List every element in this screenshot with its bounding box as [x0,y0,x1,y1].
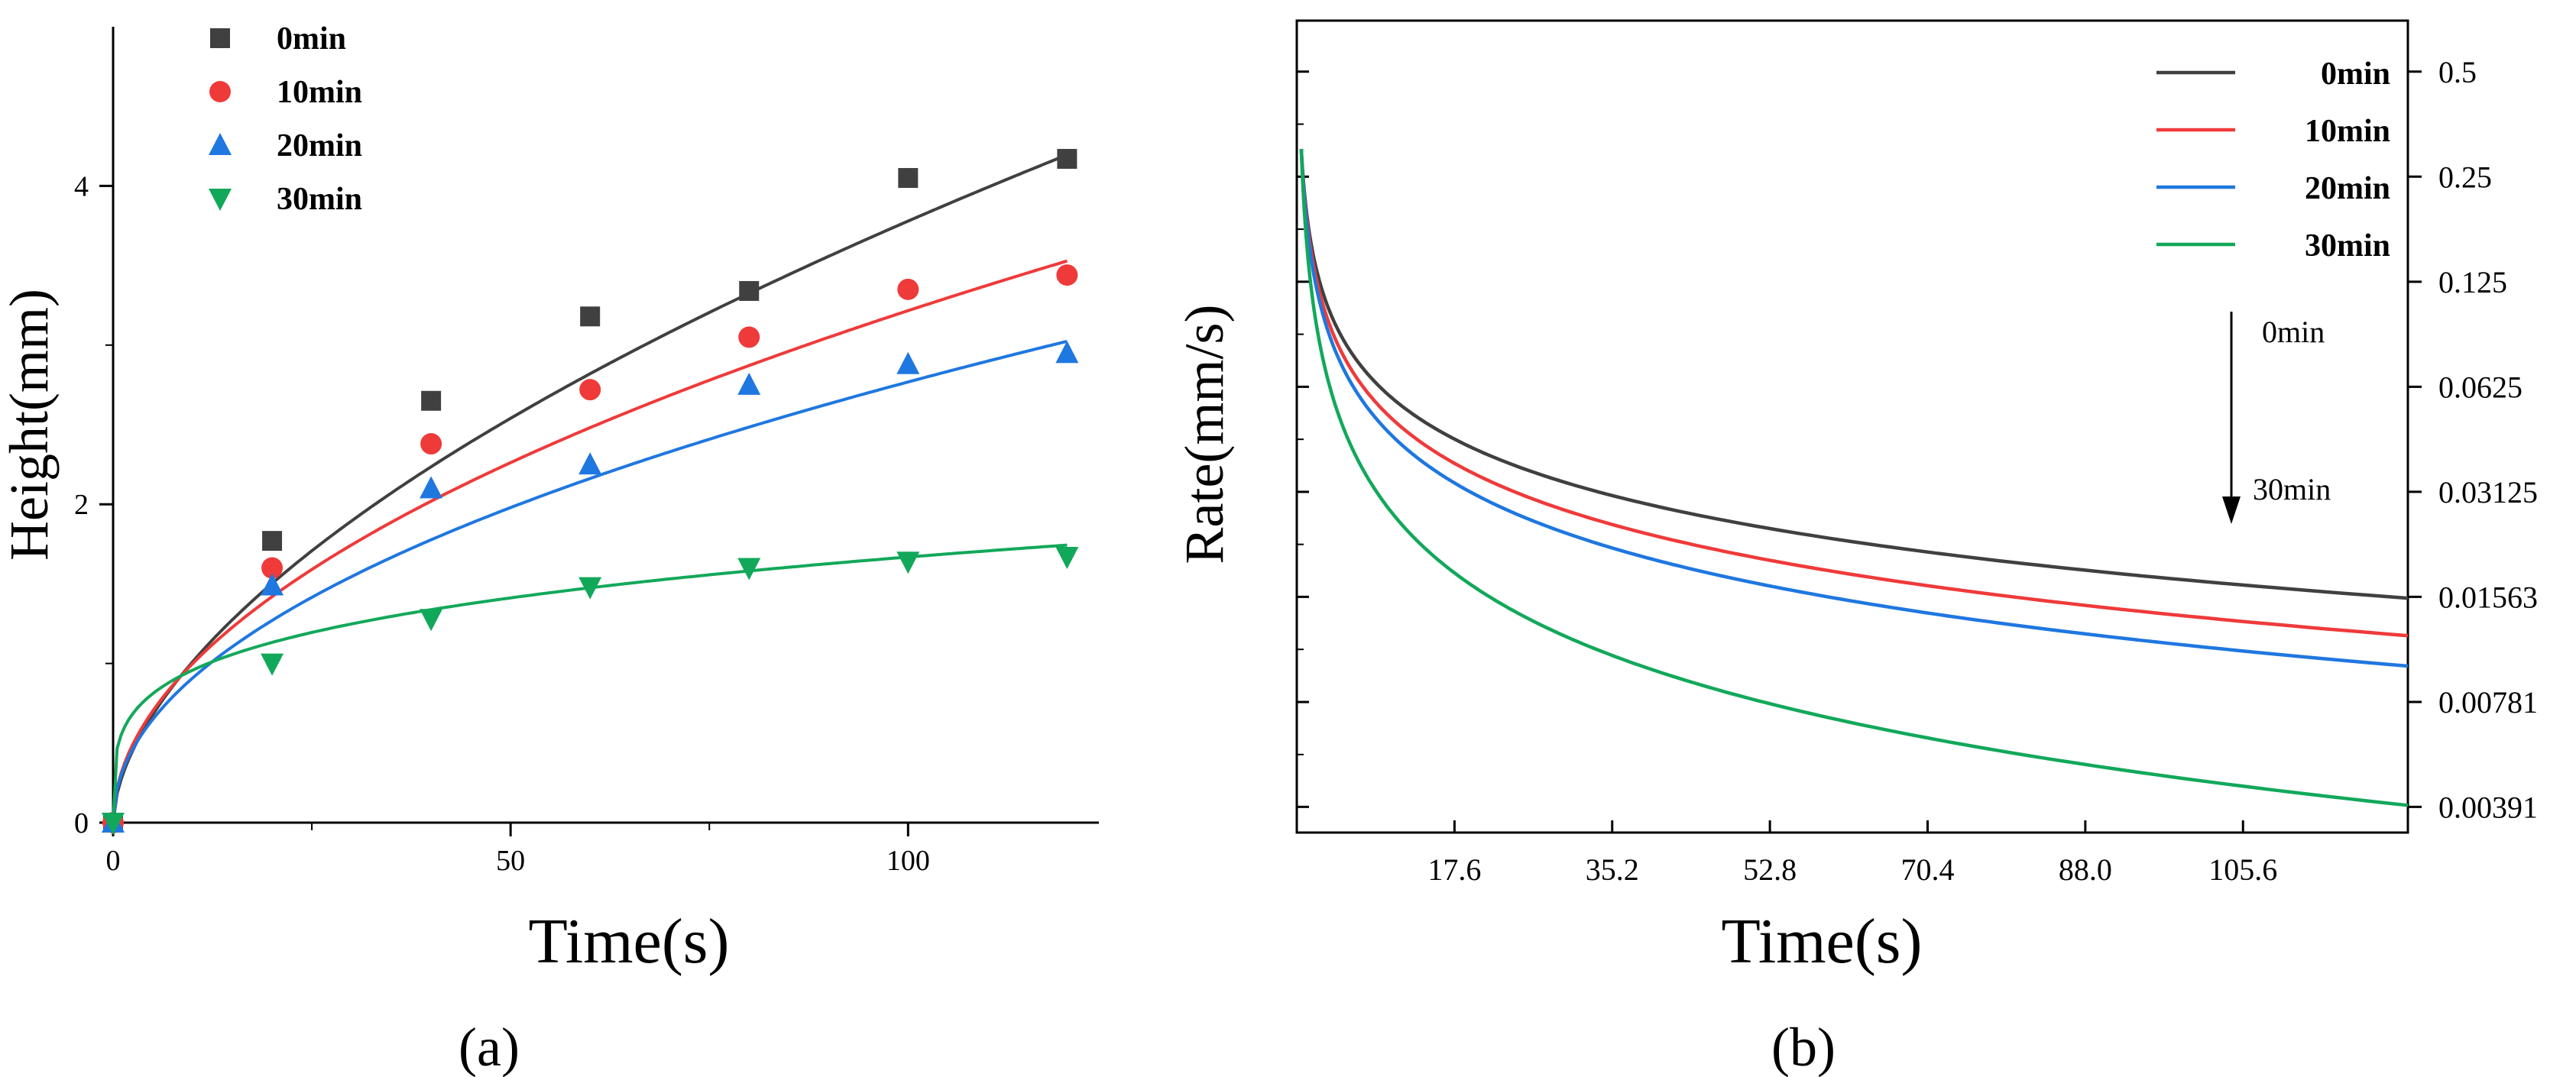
x-tick-label: 100 [886,845,930,877]
y-axis-label: Height(mm) [0,289,60,561]
data-point [737,372,761,395]
data-point [420,609,443,632]
data-point [580,306,601,327]
x-tick-label: 17.6 [1427,852,1481,887]
trend-label-end: 30min [2253,472,2331,506]
y-axis-label: Rate(mm/s) [1174,305,1235,564]
legend-label-30min: 30min [277,182,362,217]
y-tick-label: 0 [74,807,89,839]
data-point [262,531,283,551]
panel-label-a: (a) [458,1017,520,1077]
data-point [1056,264,1078,286]
rate-curve-30min [1299,149,2409,807]
y-tick-label-right: 0.00391 [2438,790,2538,824]
legend-label-20min: 20min [2305,171,2390,206]
legend-label-0min: 0min [2321,57,2390,92]
data-point [897,278,919,300]
data-point [738,326,760,348]
fit-line-20min [112,339,1068,823]
y-tick-label-right: 0.25 [2438,160,2492,194]
legend-marker-10min [209,81,231,102]
x-tick-label: 35.2 [1586,852,1639,887]
rate-curve-20min [1299,149,2409,668]
data-point [261,557,284,579]
series-0min [103,148,1077,833]
data-point [896,551,920,574]
data-point [578,577,602,600]
data-point [421,390,442,411]
x-tick-label: 105.6 [2208,852,2277,887]
trend-label-start: 0min [2262,315,2325,349]
x-tick-label: 50 [496,845,525,877]
y-tick-label-right: 0.03125 [2438,475,2538,509]
y-tick-label-right: 0.01563 [2438,580,2538,614]
series-10min [102,259,1078,833]
x-axis-label: Time(s) [1722,906,1923,977]
fit-line-10min [112,259,1068,823]
data-point [261,653,284,676]
y-tick-label-right: 0.5 [2438,55,2477,89]
data-point [578,452,602,475]
data-point [579,379,601,401]
x-tick-label: 0 [106,845,121,877]
legend-marker-0min [210,28,230,48]
y-tick-label-right: 0.00781 [2438,685,2538,720]
rate-curve-10min [1299,148,2409,638]
series-30min [102,543,1079,835]
rate-curve-0min [1299,148,2409,600]
fit-line-0min [112,153,1068,823]
data-point [420,476,443,499]
legend-label-20min: 20min [277,128,362,163]
legend-label-10min: 10min [277,75,362,110]
legend-label-0min: 0min [277,21,346,57]
y-tick-label: 0 [74,807,89,839]
y-tick-label-right: 0.125 [2438,265,2507,299]
x-tick-label: 88.0 [2059,852,2112,887]
y-tick-label: 4 [74,170,89,202]
legend-marker-30min [209,189,232,211]
data-point [739,280,760,301]
data-point [1057,148,1077,169]
legend-label-30min: 30min [2305,228,2390,264]
x-axis-label: Time(s) [529,906,730,977]
data-point [261,573,284,596]
legend-label-10min: 10min [2305,114,2390,149]
y-tick-label: 2 [74,489,89,521]
legend-marker-20min [209,133,232,155]
panel-label-b: (b) [1771,1017,1836,1077]
trend-arrow-head [2222,496,2241,524]
data-point [896,351,920,374]
data-point [420,433,442,455]
data-point [102,813,125,835]
series-20min [102,339,1079,833]
y-tick-label-right: 0.0625 [2438,370,2523,404]
data-point [1055,546,1079,569]
data-point [898,167,919,188]
panel-a: 0 50 1000024Time(s)Height(mm)0min10min20mi… [0,21,1099,1077]
x-tick-label: 70.4 [1900,852,1954,887]
plot-frame [1295,19,2409,834]
data-point [737,558,761,581]
x-tick-label: 52.8 [1743,852,1797,887]
panel-b: 17.6 35.2 52.8 70.4 88.0 105.6 0.5 0.25 0.125 0.0… [1174,19,2538,1077]
data-point [1055,341,1079,364]
